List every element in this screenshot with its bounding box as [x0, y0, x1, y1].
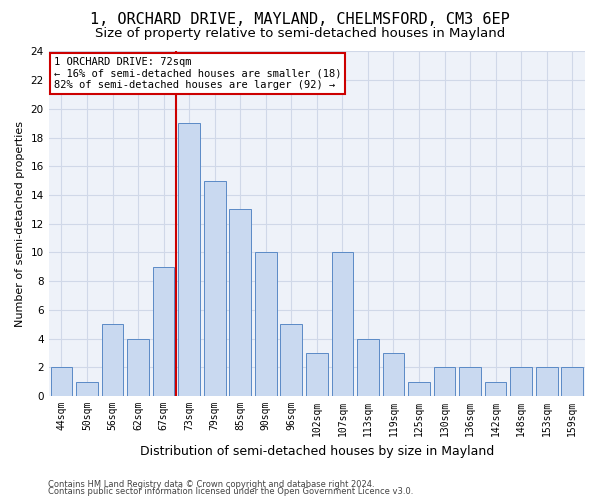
Bar [127, 338, 149, 396]
Bar [101, 324, 124, 396]
Bar [306, 353, 328, 396]
Bar [562, 368, 583, 396]
X-axis label: Distribution of semi-detached houses by size in Mayland: Distribution of semi-detached houses by … [140, 444, 494, 458]
Bar [332, 252, 353, 396]
Bar [50, 368, 72, 396]
Bar [229, 210, 251, 396]
Bar [536, 368, 557, 396]
Bar [204, 180, 226, 396]
Bar [383, 353, 404, 396]
Bar [434, 368, 455, 396]
Bar [459, 368, 481, 396]
Text: 1 ORCHARD DRIVE: 72sqm
← 16% of semi-detached houses are smaller (18)
82% of sem: 1 ORCHARD DRIVE: 72sqm ← 16% of semi-det… [54, 56, 341, 90]
Bar [408, 382, 430, 396]
Text: Size of property relative to semi-detached houses in Mayland: Size of property relative to semi-detach… [95, 28, 505, 40]
Bar [485, 382, 506, 396]
Text: Contains HM Land Registry data © Crown copyright and database right 2024.: Contains HM Land Registry data © Crown c… [48, 480, 374, 489]
Bar [510, 368, 532, 396]
Bar [153, 267, 175, 396]
Bar [357, 338, 379, 396]
Bar [178, 124, 200, 396]
Bar [76, 382, 98, 396]
Text: Contains public sector information licensed under the Open Government Licence v3: Contains public sector information licen… [48, 488, 413, 496]
Y-axis label: Number of semi-detached properties: Number of semi-detached properties [15, 121, 25, 327]
Text: 1, ORCHARD DRIVE, MAYLAND, CHELMSFORD, CM3 6EP: 1, ORCHARD DRIVE, MAYLAND, CHELMSFORD, C… [90, 12, 510, 28]
Bar [280, 324, 302, 396]
Bar [255, 252, 277, 396]
